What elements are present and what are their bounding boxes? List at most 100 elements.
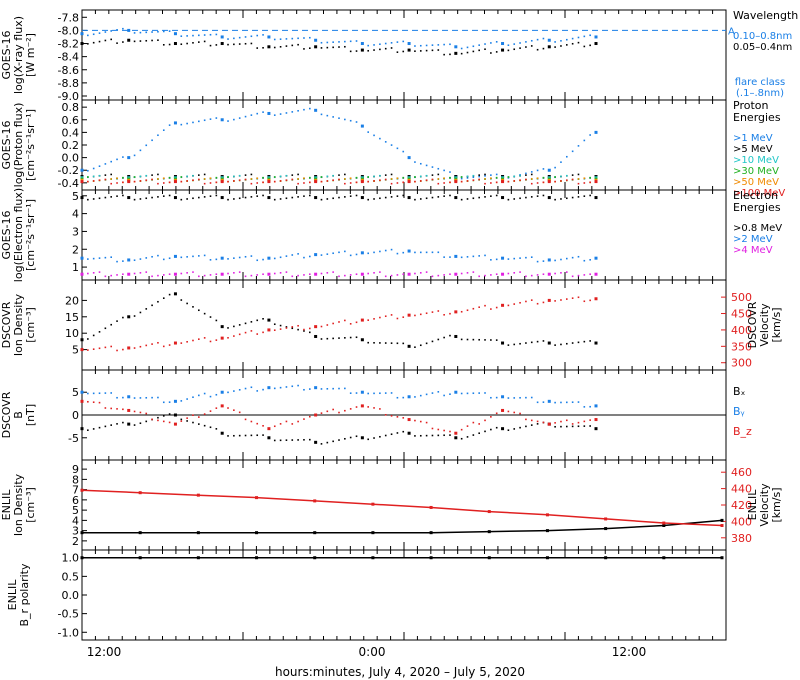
panel-5: 5 0 -5 DSCOVRB[nT] Bₓ Bᵧ B_z <box>0 369 752 461</box>
data-dot <box>443 394 445 397</box>
data-dot <box>525 46 527 48</box>
data-dot <box>507 410 510 413</box>
data-dot <box>519 179 521 181</box>
data-dot <box>349 177 352 180</box>
data-dot <box>367 131 370 133</box>
data-dot <box>308 388 311 390</box>
data-dot <box>478 178 480 181</box>
data-dot <box>384 178 387 181</box>
data-point <box>407 249 411 253</box>
data-point <box>173 341 177 345</box>
y-axis-label: DSCOVRIon Density[cm⁻³] <box>0 293 37 356</box>
data-dot <box>244 322 247 325</box>
data-dot <box>116 349 118 352</box>
data-dot <box>279 272 282 274</box>
data-point <box>138 491 142 495</box>
legend-entry: >0.8 MeV <box>733 223 782 234</box>
data-dot <box>256 333 259 335</box>
data-dot <box>180 420 183 422</box>
data-point <box>127 180 131 184</box>
data-dot <box>87 349 89 351</box>
data-point <box>80 256 84 260</box>
data-point <box>501 42 505 46</box>
data-dot <box>285 179 288 181</box>
data-dot <box>273 323 276 326</box>
data-point <box>501 272 505 276</box>
data-point <box>267 436 271 440</box>
data-dot <box>542 168 545 170</box>
data-dot <box>484 254 486 257</box>
data-point <box>267 272 271 276</box>
data-dot <box>560 180 562 182</box>
data-point <box>267 35 271 39</box>
data-dot <box>536 302 539 305</box>
data-dot <box>203 392 206 395</box>
data-dot <box>151 39 153 42</box>
data-dot <box>92 401 95 404</box>
data-dot <box>256 434 259 437</box>
data-dot <box>449 312 451 315</box>
data-dot <box>168 401 171 403</box>
data-dot <box>536 182 539 184</box>
data-dot <box>490 174 492 176</box>
data-dot <box>490 42 492 44</box>
data-dot <box>367 438 370 441</box>
data-dot <box>104 163 107 165</box>
data-point <box>407 42 411 46</box>
data-dot <box>536 48 539 51</box>
series-by <box>80 384 598 408</box>
data-dot <box>390 248 393 251</box>
y-axis-label-line: [cm⁻³] <box>24 307 37 343</box>
y-axis-label-line: Ion Density <box>12 473 25 536</box>
data-point <box>662 556 666 560</box>
y2-tick-label: 400 <box>731 324 752 337</box>
data-dot <box>92 41 95 44</box>
data-dot <box>227 120 229 122</box>
data-dot <box>373 437 375 439</box>
data-dot <box>145 308 148 310</box>
data-dot <box>542 401 545 403</box>
data-dot <box>571 275 574 278</box>
data-dot <box>92 334 95 337</box>
data-dot <box>431 178 434 181</box>
data-dot <box>227 336 229 339</box>
data-dot <box>560 401 562 404</box>
data-dot <box>256 274 259 276</box>
data-dot <box>513 48 516 51</box>
data-dot <box>419 198 422 200</box>
data-dot <box>419 434 422 437</box>
data-point <box>313 531 317 535</box>
data-dot <box>250 420 253 423</box>
data-dot <box>349 50 352 53</box>
data-dot <box>250 35 253 38</box>
data-point <box>314 45 318 49</box>
data-dot <box>87 169 89 172</box>
data-dot <box>490 339 492 341</box>
data-dot <box>437 44 440 46</box>
data-point <box>407 344 411 348</box>
y-tick-label: 0.5 <box>62 570 80 583</box>
data-dot <box>192 414 194 416</box>
legend-title: Energies <box>733 201 781 214</box>
data-dot <box>536 340 539 343</box>
data-dot <box>338 41 340 43</box>
data-dot <box>308 181 311 184</box>
data-point <box>127 196 131 200</box>
data-dot <box>519 197 521 200</box>
y2-tick-label: 400 <box>731 515 752 528</box>
data-dot <box>151 275 153 278</box>
data-dot <box>513 303 516 305</box>
data-dot <box>390 433 393 436</box>
data-dot <box>139 411 142 414</box>
data-dot <box>192 271 194 273</box>
data-dot <box>577 196 580 198</box>
data-point <box>454 334 458 338</box>
data-dot <box>589 194 591 197</box>
data-dot <box>180 272 183 275</box>
data-dot <box>560 40 562 42</box>
data-dot <box>443 256 445 258</box>
data-dot <box>291 174 294 176</box>
data-dot <box>116 177 118 180</box>
data-dot <box>460 428 463 431</box>
data-point <box>547 272 551 276</box>
